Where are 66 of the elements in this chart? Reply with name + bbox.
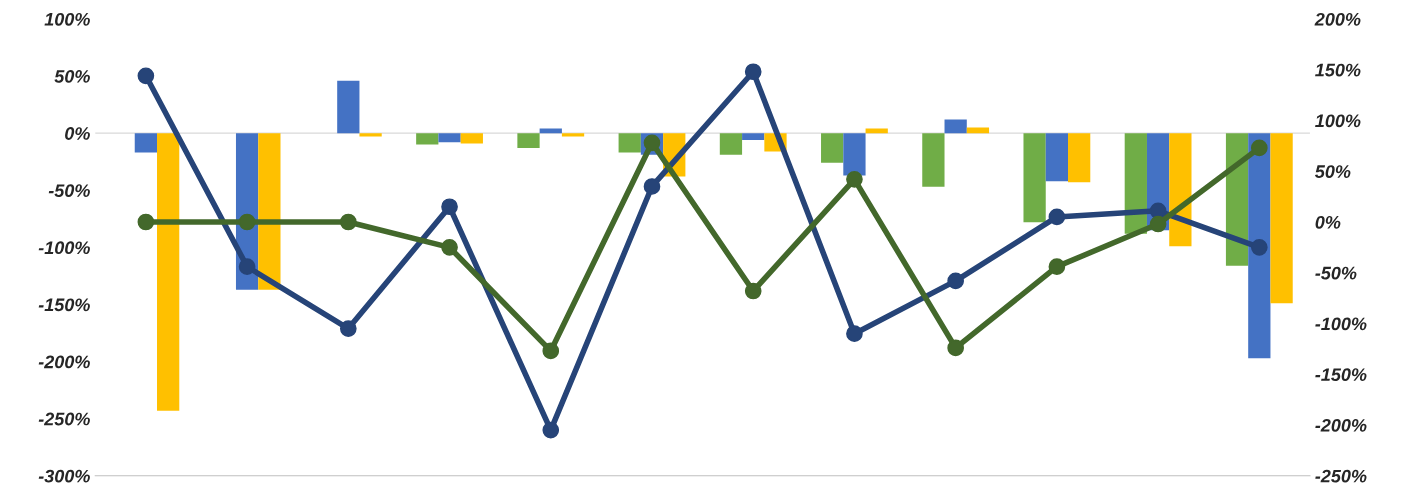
bar <box>1248 133 1271 359</box>
y2-tick-label: 0% <box>1315 215 1341 229</box>
bar <box>821 133 844 163</box>
point <box>1048 208 1066 226</box>
y2-tick-label: -250% <box>1315 469 1367 483</box>
bar <box>1124 133 1147 234</box>
bar <box>742 133 765 141</box>
bar <box>258 133 281 290</box>
bar <box>1068 133 1091 183</box>
bar <box>1023 133 1046 223</box>
bar <box>337 80 360 134</box>
y2-tick-label: -50% <box>1315 266 1357 280</box>
bar <box>157 133 180 411</box>
point <box>846 171 863 188</box>
bar <box>561 133 585 137</box>
point <box>643 178 661 195</box>
point <box>1149 215 1167 233</box>
y2-tick-label: 100% <box>1315 114 1361 128</box>
point <box>441 239 458 256</box>
point <box>744 63 762 81</box>
y2-tick-label: 150% <box>1315 63 1361 77</box>
point <box>1048 258 1066 275</box>
bar <box>843 133 866 176</box>
point <box>947 272 964 290</box>
point <box>238 258 256 275</box>
y-tick-label: -300% <box>38 469 90 483</box>
y-tick-label: 50% <box>54 69 90 83</box>
y2-tick-label: -100% <box>1315 317 1367 331</box>
y-tick-label: 100% <box>44 12 90 26</box>
point <box>137 67 155 85</box>
point <box>137 213 155 231</box>
bar <box>460 133 483 144</box>
y2-tick-label: -200% <box>1315 418 1367 432</box>
y2-tick-label: 50% <box>1314 165 1351 178</box>
bar <box>1270 133 1293 304</box>
bar <box>618 133 641 153</box>
bar <box>719 133 743 155</box>
y-tick-label: 0% <box>65 127 90 140</box>
bar <box>438 133 461 143</box>
point <box>339 320 357 337</box>
bar <box>416 133 439 145</box>
point <box>947 339 964 357</box>
bar <box>1225 133 1249 266</box>
point <box>441 198 458 216</box>
bar <box>1045 133 1069 182</box>
bar <box>359 133 382 137</box>
point <box>542 421 560 439</box>
y-tick-label: -100% <box>38 241 90 255</box>
y2-tick-label: -150% <box>1315 368 1367 381</box>
point <box>542 342 560 360</box>
point <box>846 325 863 343</box>
point <box>744 282 762 300</box>
y-tick-label: -250% <box>38 412 90 426</box>
point <box>1250 239 1268 256</box>
bar <box>517 133 540 149</box>
bar <box>922 133 945 187</box>
bar <box>966 127 990 134</box>
y-tick-label: -200% <box>38 355 90 369</box>
point <box>238 213 256 231</box>
y2-tick-label: 200% <box>1314 12 1361 26</box>
point <box>339 213 357 231</box>
bar <box>134 133 158 153</box>
point <box>1250 139 1268 157</box>
y-tick-label: -50% <box>48 184 90 197</box>
y-tick-label: -150% <box>38 298 90 312</box>
bar <box>944 119 967 134</box>
